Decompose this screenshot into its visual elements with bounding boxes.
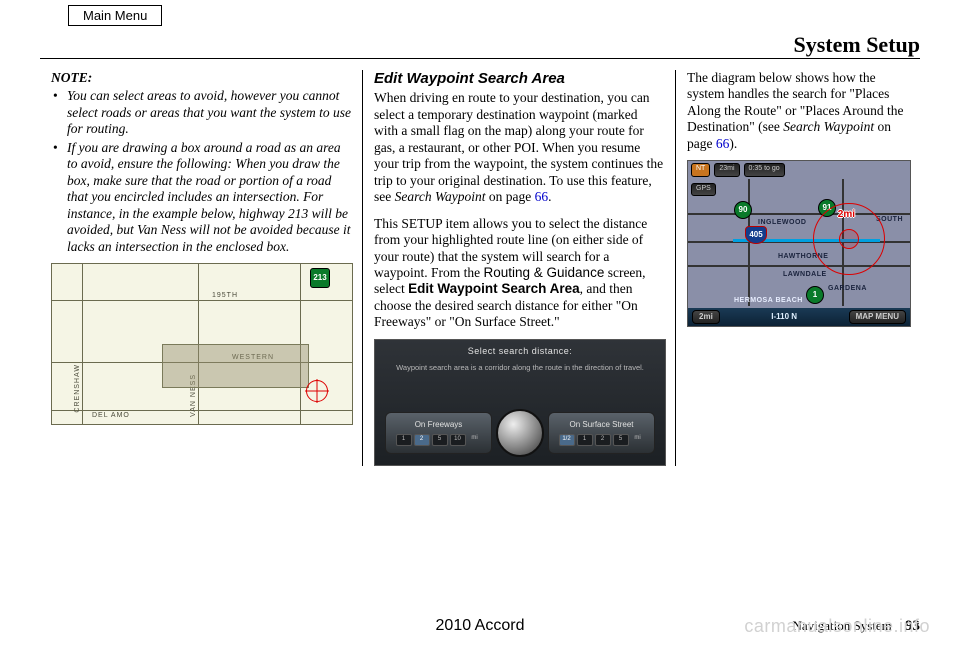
chip-gps: GPS xyxy=(691,183,716,196)
chip-eta: 0:35 to go xyxy=(744,163,785,177)
para-1: When driving en route to your destinatio… xyxy=(374,90,664,205)
para-3: The diagram below shows how the system h… xyxy=(687,70,909,152)
waypoint-search-map: NT 23mi 0:35 to go GPS 405 710 105 90 91… xyxy=(687,160,911,327)
hwy-circle: 1 xyxy=(806,286,824,304)
section-heading: Edit Waypoint Search Area xyxy=(374,70,664,88)
text-sans: Routing & Guidance xyxy=(484,265,605,280)
note-item-1: You can select areas to avoid, however y… xyxy=(51,88,351,137)
road-line xyxy=(52,410,352,411)
target-crosshair xyxy=(306,380,328,402)
chip-dist: 23mi xyxy=(714,163,739,177)
content-columns: NOTE: You can select areas to avoid, how… xyxy=(40,70,920,466)
note-item-2: If you are drawing a box around a road a… xyxy=(51,140,351,255)
surface-opts: 1/2 1 2 5 mi xyxy=(559,434,645,446)
footer-section: Navigation System 93 xyxy=(792,618,920,635)
opt[interactable]: 5 xyxy=(613,434,629,446)
note-list: You can select areas to avoid, however y… xyxy=(51,88,351,255)
scale-pill[interactable]: 2mi xyxy=(692,310,720,324)
map-topbar: NT 23mi 0:35 to go xyxy=(688,161,910,179)
text-italic: Search Waypoint xyxy=(783,119,874,134)
opt[interactable]: 5 xyxy=(432,434,448,446)
road xyxy=(688,265,910,267)
opt[interactable]: 10 xyxy=(450,434,466,446)
opt[interactable]: 2 xyxy=(595,434,611,446)
street-label-v: CRENSHAW xyxy=(74,364,83,413)
city-label: LAWNDALE xyxy=(783,271,827,280)
text: When driving en route to your destinatio… xyxy=(374,90,663,204)
street-label: DEL AMO xyxy=(92,412,130,421)
opt-active[interactable]: 2 xyxy=(414,434,430,446)
para-2: This SETUP item allows you to select the… xyxy=(374,216,664,331)
road-line xyxy=(52,300,352,301)
note-label: NOTE: xyxy=(51,70,351,86)
page-link-66[interactable]: 66 xyxy=(535,189,549,204)
page-title: System Setup xyxy=(793,32,920,58)
freeways-label: On Freeways xyxy=(415,420,463,430)
opt-active[interactable]: 1/2 xyxy=(559,434,575,446)
street-label: 195TH xyxy=(212,292,238,301)
column-2: Edit Waypoint Search Area When driving e… xyxy=(363,70,676,466)
text: ). xyxy=(729,136,737,151)
unit: mi xyxy=(631,434,645,444)
map-menu-button[interactable]: MAP MENU xyxy=(849,310,906,324)
map-bottombar: 2mi I-110 N MAP MENU xyxy=(688,308,910,326)
dial-knob[interactable] xyxy=(496,409,544,457)
vehicle-model: 2010 Accord xyxy=(436,617,525,635)
footer-nav-label: Navigation System xyxy=(792,618,891,633)
hwy-shield-213: 213 xyxy=(310,268,330,288)
destination-marker xyxy=(839,229,859,249)
chip-nt: NT xyxy=(691,163,710,177)
spacer xyxy=(374,206,664,216)
freeways-panel: On Freeways 1 2 5 10 mi xyxy=(385,412,492,454)
city-label: HERMOSA BEACH xyxy=(734,297,803,306)
current-road: I-110 N xyxy=(771,312,797,322)
text: on page xyxy=(486,189,535,204)
city-label: INGLEWOOD xyxy=(758,219,806,228)
search-distance-dialog: Select search distance: Waypoint search … xyxy=(374,339,666,466)
surface-label: On Surface Street xyxy=(569,420,633,430)
unit: mi xyxy=(468,434,482,444)
page-footer: 2010 Accord Navigation System 93 xyxy=(40,618,920,635)
page-link-66[interactable]: 66 xyxy=(716,136,730,151)
dialog-subtitle: Waypoint search area is a corridor along… xyxy=(375,363,665,373)
column-3: The diagram below shows how the system h… xyxy=(676,70,920,466)
text: . xyxy=(548,189,551,204)
dialog-row: On Freeways 1 2 5 10 mi On Surface Stree… xyxy=(385,413,655,453)
surface-panel: On Surface Street 1/2 1 2 5 mi xyxy=(548,412,655,454)
avoid-area-map: 213 195TH WESTERN DEL AMO CRENSHAW VAN N… xyxy=(51,263,353,425)
freeways-opts: 1 2 5 10 mi xyxy=(396,434,482,446)
main-menu-button[interactable]: Main Menu xyxy=(68,5,162,26)
city-label: GARDENA xyxy=(828,285,867,294)
opt[interactable]: 1 xyxy=(396,434,412,446)
text-sans-bold: Edit Waypoint Search Area xyxy=(408,281,580,296)
avoid-box xyxy=(162,344,309,388)
opt[interactable]: 1 xyxy=(577,434,593,446)
text-italic: Search Waypoint xyxy=(395,189,486,204)
header-divider xyxy=(40,58,920,59)
column-1: NOTE: You can select areas to avoid, how… xyxy=(40,70,363,466)
dialog-title: Select search distance: xyxy=(375,340,665,357)
radius-label: 2mi xyxy=(838,209,855,221)
page-number: 93 xyxy=(905,618,920,634)
